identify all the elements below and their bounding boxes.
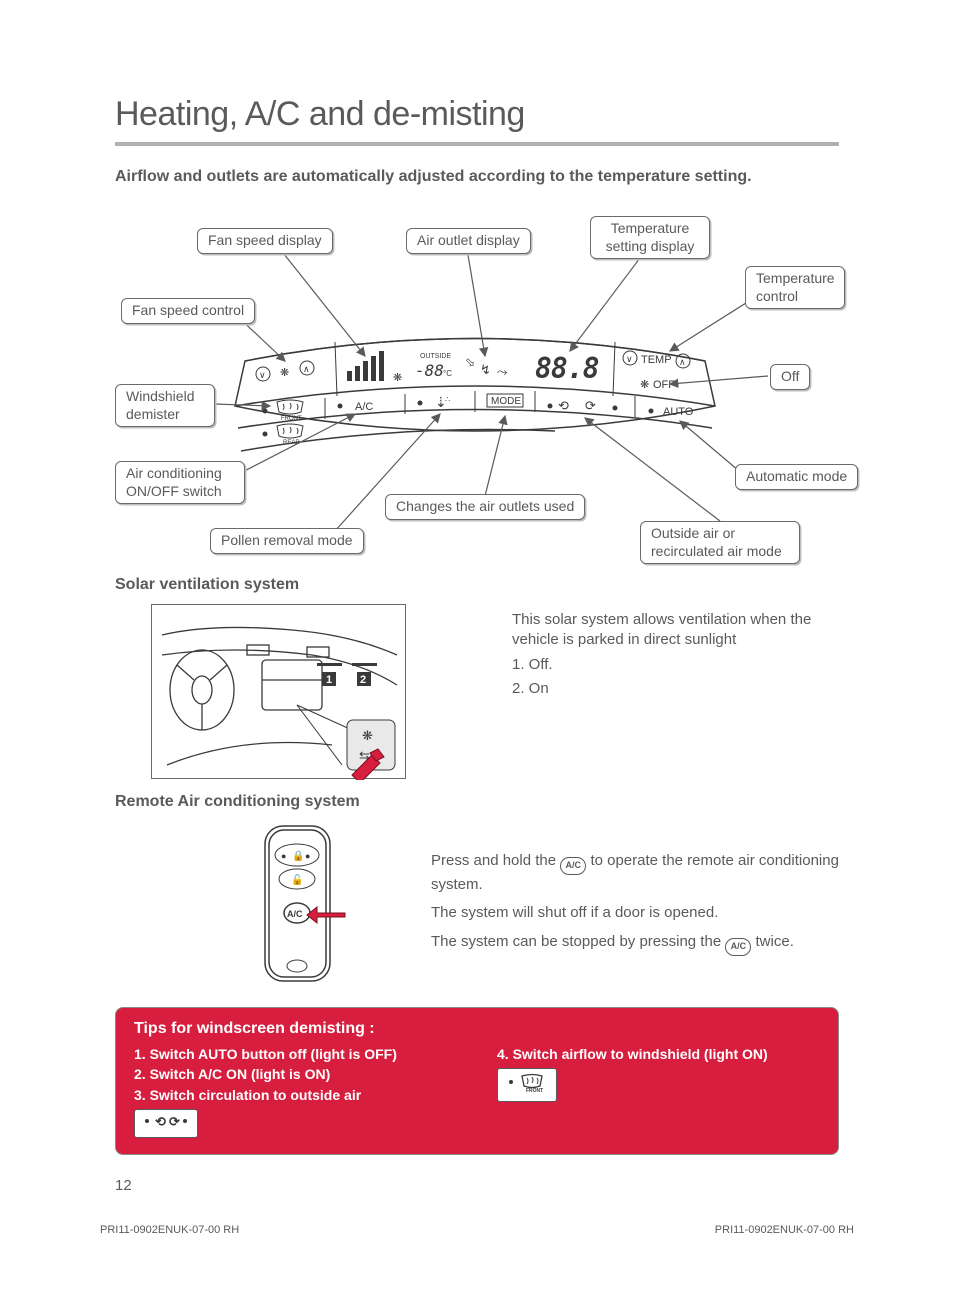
demist-mini-button: FRONT xyxy=(497,1068,557,1101)
callout-off: Off xyxy=(770,364,810,390)
callout-temp-control: Temperature control xyxy=(745,266,845,309)
solar-opt2: 2. On xyxy=(512,679,839,699)
svg-text:FRONT: FRONT xyxy=(281,416,302,422)
svg-text:⟳: ⟳ xyxy=(585,398,596,413)
solar-row: ❋ ⇆ 1 2 This solar system allows ventila… xyxy=(115,604,839,779)
svg-text:∨: ∨ xyxy=(259,370,266,380)
tip-2: 2. Switch A/C ON (light is ON) xyxy=(134,1064,457,1084)
remote-row: ● 🔒 ● 🔓 A/C Press and hold the A/C to op… xyxy=(115,821,839,991)
svg-text:⟳: ⟳ xyxy=(169,1114,180,1129)
svg-text:⬂: ⬂ xyxy=(465,355,475,369)
svg-text:OUTSIDE: OUTSIDE xyxy=(420,353,451,360)
callout-temp-setting-display: Temperature setting display xyxy=(590,216,710,259)
tips-box: Tips for windscreen demisting : 1. Switc… xyxy=(115,1007,839,1155)
remote-line2: The system will shut off if a door is op… xyxy=(431,903,839,923)
tip-4: 4. Switch airflow to windshield (light O… xyxy=(497,1044,820,1064)
remote-text: Press and hold the A/C to operate the re… xyxy=(391,821,839,991)
callout-auto-mode: Automatic mode xyxy=(735,464,858,490)
tips-title: Tips for windscreen demisting : xyxy=(134,1020,820,1038)
ac-badge-icon: A/C xyxy=(725,938,751,956)
svg-text:❋: ❋ xyxy=(362,728,373,743)
svg-text:●: ● xyxy=(305,851,310,861)
remote-line3: The system can be stopped by pressing th… xyxy=(431,932,839,956)
svg-text:⟲: ⟲ xyxy=(558,398,569,413)
tips-col-right: 4. Switch airflow to windshield (light O… xyxy=(497,1044,820,1138)
solar-desc: This solar system allows ventilation whe… xyxy=(512,610,839,651)
svg-text:°C: °C xyxy=(443,369,452,378)
svg-text:●: ● xyxy=(281,851,286,861)
svg-text:∧: ∧ xyxy=(679,357,686,367)
svg-text:88.8: 88.8 xyxy=(535,352,599,385)
callout-windshield-demister: Windshield demister xyxy=(115,384,215,427)
page-title: Heating, A/C and de-misting xyxy=(115,95,839,134)
svg-text:🔒: 🔒 xyxy=(292,850,304,862)
svg-text:A/C: A/C xyxy=(287,909,303,919)
callout-outside-recirc: Outside air or recirculated air mode xyxy=(640,521,800,564)
solar-heading: Solar ventilation system xyxy=(115,576,839,594)
svg-text:🔓: 🔓 xyxy=(291,873,303,886)
svg-text:∴: ∴ xyxy=(445,395,450,404)
lede-text: Airflow and outlets are automatically ad… xyxy=(115,168,839,186)
callout-fan-speed-display: Fan speed display xyxy=(197,228,333,254)
svg-text:❋: ❋ xyxy=(393,372,402,384)
solar-text: This solar system allows ventilation whe… xyxy=(422,604,839,779)
svg-text:OFF: OFF xyxy=(653,379,675,391)
hvac-diagram: ❋ OUTSIDE -88 °C ⬂ ↯ ⤳ 88.8 ∨ TEMP ∧ ❋ O… xyxy=(115,206,835,556)
svg-text:❋: ❋ xyxy=(280,367,289,379)
svg-text:↯: ↯ xyxy=(480,362,491,377)
solar-illustration: ❋ ⇆ 1 2 xyxy=(151,604,406,779)
svg-text:TEMP: TEMP xyxy=(641,354,672,366)
callout-fan-speed-control: Fan speed control xyxy=(121,298,255,324)
tip-3: 3. Switch circulation to outside air xyxy=(134,1085,457,1105)
footer-code-left: PRI11-0902ENUK-07-00 RH xyxy=(100,1224,239,1236)
title-rule xyxy=(115,142,839,146)
callout-ac-onoff: Air conditioning ON/OFF switch xyxy=(115,461,245,504)
callout-pollen-removal: Pollen removal mode xyxy=(210,528,364,554)
remote-heading: Remote Air conditioning system xyxy=(115,793,839,811)
callout-air-outlet-display: Air outlet display xyxy=(406,228,531,254)
svg-text:AUTO: AUTO xyxy=(663,406,694,418)
svg-text:2: 2 xyxy=(360,674,366,686)
svg-text:❋: ❋ xyxy=(640,379,649,391)
recirc-mini-button: ⟲ ⟳ xyxy=(134,1109,198,1138)
tip-1: 1. Switch AUTO button off (light is OFF) xyxy=(134,1044,457,1064)
callout-changes-outlets: Changes the air outlets used xyxy=(385,494,585,520)
ac-badge-icon: A/C xyxy=(560,857,586,875)
svg-text:⟲: ⟲ xyxy=(155,1114,166,1129)
remote-line1: Press and hold the A/C to operate the re… xyxy=(431,851,839,895)
svg-text:-88: -88 xyxy=(415,361,444,380)
tips-col-left: 1. Switch AUTO button off (light is OFF)… xyxy=(134,1044,457,1138)
svg-text:1: 1 xyxy=(326,674,332,686)
svg-text:∧: ∧ xyxy=(303,364,310,374)
svg-text:∨: ∨ xyxy=(626,354,633,364)
svg-text:FRONT: FRONT xyxy=(526,1088,543,1092)
page-number: 12 xyxy=(115,1177,132,1194)
remote-illustration: ● 🔒 ● 🔓 A/C xyxy=(245,821,375,991)
footer-code-right: PRI11-0902ENUK-07-00 RH xyxy=(715,1224,854,1236)
svg-text:⤳: ⤳ xyxy=(497,364,508,379)
svg-text:MODE: MODE xyxy=(491,396,521,407)
solar-opt1: 1. Off. xyxy=(512,655,839,675)
svg-text:A/C: A/C xyxy=(355,401,373,413)
